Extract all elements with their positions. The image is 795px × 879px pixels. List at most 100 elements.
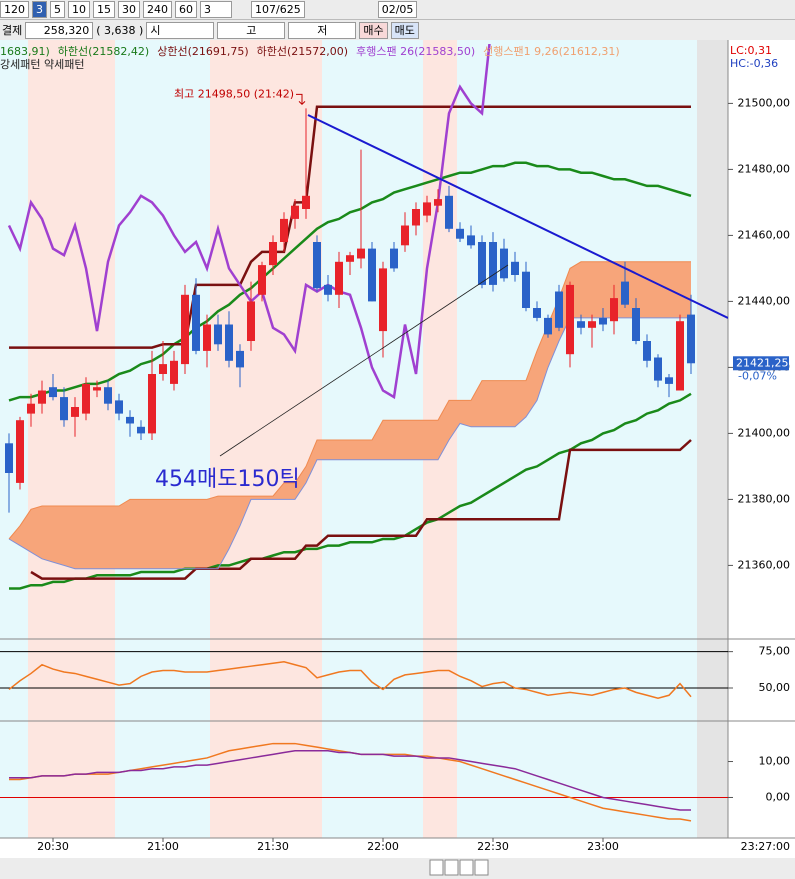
candle-body (291, 205, 299, 219)
low-label: 저 (288, 21, 357, 39)
x-tick-label: 20:30 (37, 840, 69, 853)
candle-body (115, 400, 123, 414)
candle-body (192, 294, 200, 351)
scroll-button[interactable] (459, 859, 474, 876)
quote-bar: 결제 258,320 ( 3,638 ) 시 고 저 매수 매도 (0, 20, 795, 41)
period-button[interactable]: 240 (143, 1, 172, 18)
scroll-button[interactable] (429, 859, 444, 876)
candle-body (16, 420, 24, 483)
legend-entry: 하한선(21572,00) (257, 44, 348, 58)
lc: LC:0,31 (730, 44, 772, 57)
y-tick-label: 75,00 (759, 645, 791, 658)
last-price: 21421,25 (736, 356, 789, 369)
candle-body (423, 202, 431, 216)
buy-button[interactable]: 매수 (359, 21, 388, 39)
open-label: 시 (146, 21, 215, 39)
legend-entry: 후행스팬 26(21583,50) (356, 45, 475, 58)
candle-body (269, 242, 277, 266)
candle-body (643, 341, 651, 361)
sell-button[interactable]: 매도 (390, 21, 419, 39)
candle-body (533, 308, 541, 318)
candle-body (555, 291, 563, 328)
candle-body (390, 248, 398, 269)
indicator-line (9, 392, 692, 590)
candle-body (456, 228, 464, 239)
candle-body (324, 284, 332, 295)
page-counter: 107/625 (251, 1, 305, 18)
period-button[interactable]: 120 (0, 1, 29, 18)
candle-body (71, 407, 79, 417)
candle-body (49, 387, 57, 398)
y-tick-label: 21500,00 (738, 96, 791, 109)
candle-body (346, 255, 354, 262)
count-select[interactable]: 3 (200, 1, 232, 18)
change: ( 3,638 ) (96, 23, 144, 37)
y-tick-label: 21460,00 (738, 228, 791, 241)
candle-body (665, 377, 673, 384)
last-price-box (733, 356, 789, 371)
y-tick-label: 21400,00 (738, 426, 791, 439)
candle-body (434, 199, 442, 206)
candle-body (104, 387, 112, 404)
candle-body (379, 268, 387, 332)
candle-body (445, 195, 453, 229)
candle-body (82, 383, 90, 414)
candle-body (214, 324, 222, 345)
candle-body (489, 242, 497, 285)
hc: HC:-0,36 (730, 57, 778, 70)
label: 결제 (2, 24, 23, 37)
candle-body (5, 443, 13, 473)
x-tick-label: 21:00 (147, 840, 179, 853)
candle-body (60, 397, 68, 421)
candle-body (478, 242, 486, 285)
candle-body (335, 261, 343, 295)
indicator-line (8, 317, 691, 570)
period-button[interactable]: 5 (50, 1, 65, 18)
trendline (307, 114, 728, 319)
candle-body (181, 294, 189, 365)
candle-body (159, 364, 167, 374)
high-label: 고 (217, 21, 286, 39)
candle-body (93, 387, 101, 391)
trade-annotation: 454매도150틱 (155, 467, 300, 492)
period-button[interactable]: 10 (68, 1, 90, 18)
y-tick-label: 21440,00 (738, 294, 791, 307)
candle-body (148, 374, 156, 434)
chart: 21360,0021380,0021400,0021420,0021440,00… (0, 40, 795, 879)
period-button[interactable]: 3 (32, 1, 47, 18)
period-button[interactable]: 30 (118, 1, 140, 18)
candle-body (511, 261, 519, 275)
candle-body (302, 195, 310, 209)
candle-body (357, 248, 365, 259)
candle-body (687, 314, 695, 364)
period-button[interactable]: 15 (93, 1, 115, 18)
arrow (296, 93, 306, 106)
candle-body (368, 248, 376, 302)
price: 258,320 (25, 21, 94, 39)
scroll-button[interactable] (444, 859, 459, 876)
y-tick-label: 0,00 (766, 790, 791, 803)
candle-body (126, 416, 134, 424)
date-field[interactable]: 02/05 (377, 1, 418, 18)
scroll-button[interactable] (474, 859, 489, 876)
candle-body (225, 324, 233, 361)
indicator-line (8, 161, 692, 402)
candle-body (632, 308, 640, 341)
scrollbar[interactable] (0, 858, 795, 879)
legend-entry: 하한선(21582,42) (58, 44, 149, 58)
candle-body (247, 301, 255, 341)
candle-body (137, 426, 145, 434)
candle-body (676, 321, 684, 391)
plot (5, 44, 728, 590)
candle-body (577, 321, 585, 328)
oscillator-line (9, 750, 691, 811)
candle-body (522, 271, 530, 308)
candle-body (500, 248, 508, 279)
x-tick-label: 23:00 (587, 840, 619, 853)
pattern-legend: 강세패턴 약세패턴 (0, 57, 84, 71)
candle-body (258, 265, 266, 295)
candle-body (38, 390, 46, 404)
period-button[interactable]: 60 (175, 1, 197, 18)
indicator-line (8, 261, 691, 540)
candle-body (467, 235, 475, 246)
